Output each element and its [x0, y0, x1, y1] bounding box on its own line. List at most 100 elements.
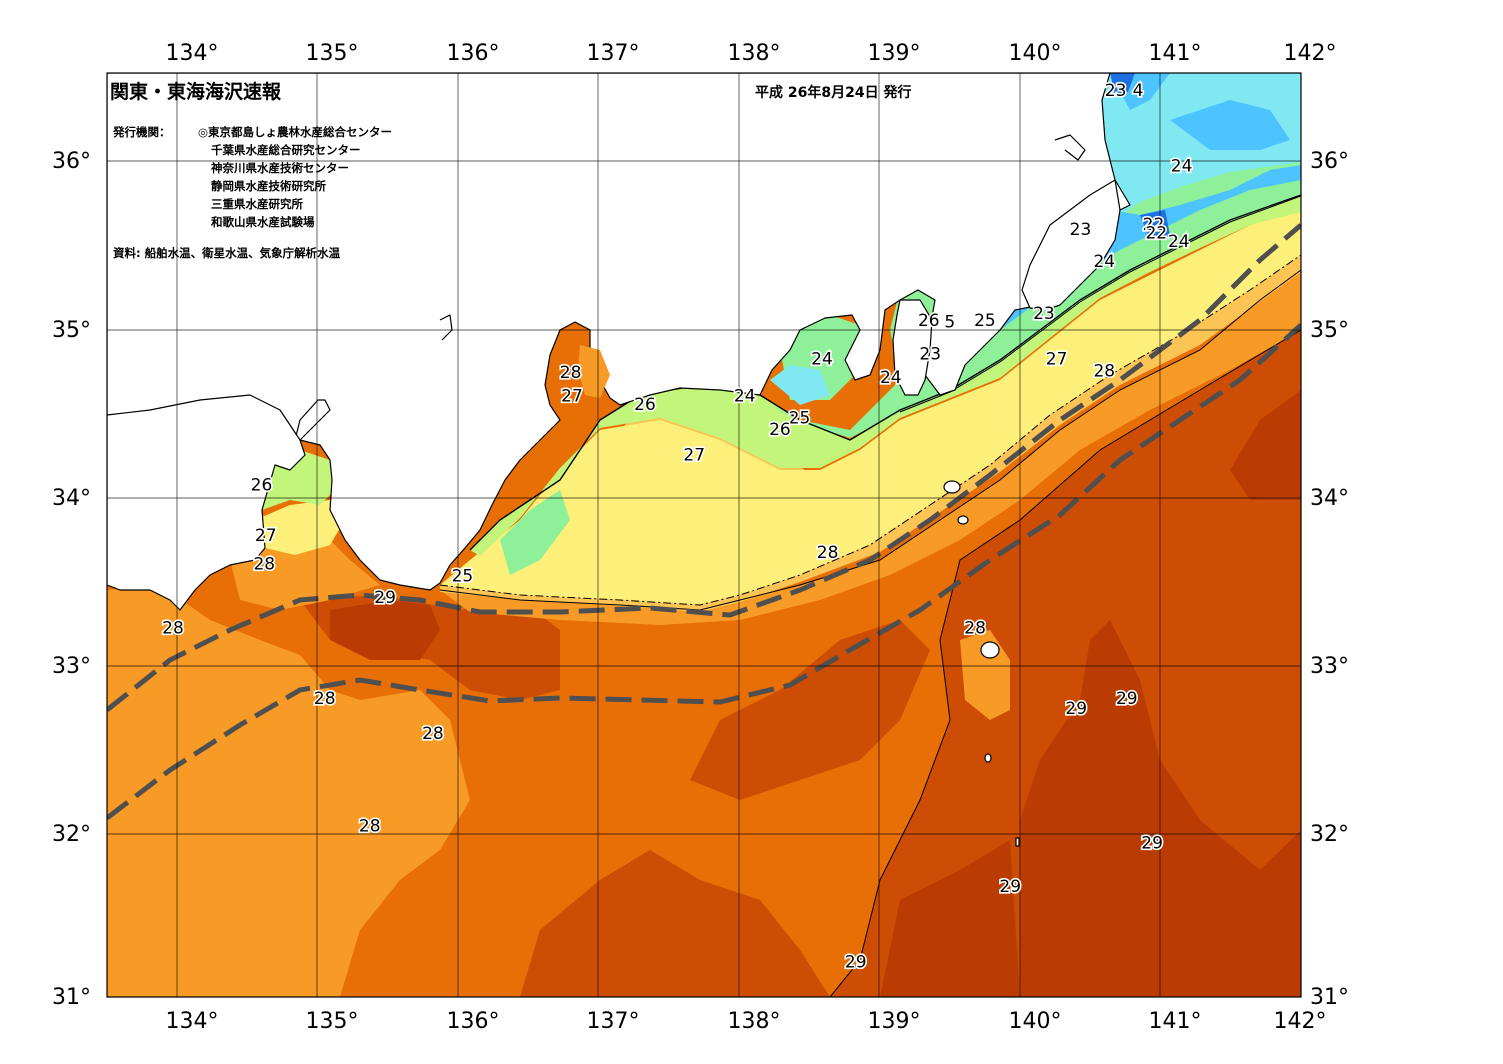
contour-label: 22: [1145, 224, 1167, 244]
lat-label-right: 35°: [1310, 318, 1349, 343]
band-29-5-south: [880, 840, 1020, 997]
lon-label-bottom: 135°: [306, 1009, 359, 1034]
lon-label-bottom: 139°: [868, 1009, 921, 1034]
lon-label-top: 137°: [587, 41, 640, 66]
land: [107, 73, 1131, 847]
band-29-central: [690, 620, 930, 800]
band-29-5-offshore: [330, 600, 440, 660]
lon-label-bottom: 140°: [1009, 1009, 1062, 1034]
contour-label: 28: [314, 689, 336, 709]
contour-label: 24: [1168, 232, 1190, 252]
contour-label: 28: [1093, 361, 1115, 381]
contour-label: 26: [769, 420, 791, 440]
lon-label-top: 138°: [728, 41, 781, 66]
contour-label: 24: [1171, 156, 1193, 176]
band-24-bay: [770, 365, 830, 405]
band-29-5-east: [1020, 620, 1301, 997]
contour-label: 27: [683, 445, 705, 465]
kuroshio-axis-north: [107, 223, 1301, 712]
contour-label: 29: [845, 953, 867, 973]
contour-label: 29: [1141, 833, 1163, 853]
issue-date: 平成 26年8月24日 発行: [755, 84, 911, 101]
isotherm-28: [439, 269, 1301, 611]
contour-label: 24: [811, 350, 833, 370]
lon-labels-top: 134° 135° 136° 137° 138° 139° 140° 141° …: [166, 41, 1337, 66]
kuroshio-axis-south: [107, 323, 1301, 820]
publisher-label: 発行機関：: [112, 125, 171, 139]
band-29-south: [520, 850, 830, 997]
lat-label-left: 33°: [52, 654, 91, 679]
lon-label-top: 142°: [1284, 41, 1337, 66]
band-27: [440, 210, 1301, 605]
lon-label-bottom: 136°: [447, 1009, 500, 1034]
contour-label: 28: [560, 363, 582, 383]
lon-label-top: 140°: [1009, 41, 1062, 66]
data-source: 資料: 船舶水温、衛星水温、気象庁解析水温: [113, 246, 341, 260]
grid: [107, 73, 1301, 997]
band-25-coast: [500, 490, 570, 575]
izu-peninsula: [892, 299, 933, 396]
contour-label: 28: [359, 817, 381, 837]
lon-label-bottom: 137°: [587, 1009, 640, 1034]
lon-label-top: 141°: [1149, 41, 1202, 66]
contour-label: 28: [964, 618, 986, 638]
contour-label: 28: [162, 618, 184, 638]
lon-label-top: 136°: [447, 41, 500, 66]
lat-label-left: 34°: [52, 486, 91, 511]
lon-label-bottom: 141°: [1149, 1009, 1202, 1034]
lat-label-left: 36°: [52, 149, 91, 174]
band-27-west: [255, 500, 345, 555]
contour-label: 29: [374, 588, 396, 608]
publisher-line: 千葉県水産総合研究センター: [211, 143, 361, 157]
lat-label-right: 31°: [1310, 985, 1349, 1010]
band-28-west: [107, 585, 470, 997]
contour-label: 25: [789, 408, 811, 428]
publisher-line: 静岡県水産技術研究所: [211, 179, 326, 193]
contour-label: 5: [944, 313, 955, 333]
contour-label: 24: [734, 387, 756, 407]
lon-label-bottom: 138°: [728, 1009, 781, 1034]
ise-bay: [578, 345, 610, 398]
contour-label: 23: [1070, 220, 1092, 240]
lat-label-right: 34°: [1310, 486, 1349, 511]
contour-label: 26: [634, 395, 656, 415]
contour-label: 4: [1133, 81, 1144, 101]
publisher-line: ◎東京都島しょ農林水産総合センター: [198, 125, 392, 139]
isotherm-26: [469, 194, 1301, 551]
lat-label-right: 32°: [1310, 822, 1349, 847]
contour-label: 27: [1046, 350, 1068, 370]
map-title: 関東・東海海沢速報: [110, 80, 282, 103]
map-frame: [106, 72, 1302, 998]
band-26: [470, 195, 1301, 556]
contour-label: 24: [880, 368, 902, 388]
lon-label-bottom: 142°: [1274, 1009, 1327, 1034]
contour-label: 29: [999, 877, 1021, 897]
lon-labels-bottom: 134° 135° 136° 137° 138° 139° 140° 141° …: [166, 1009, 1327, 1034]
hachijojima: [984, 753, 992, 763]
publisher-line: 神奈川県水産技術センター: [211, 161, 349, 175]
shikoku: [107, 394, 306, 611]
lon-label-top: 139°: [868, 41, 921, 66]
band-22-chiba: [1140, 210, 1170, 240]
aogashima: [1015, 837, 1020, 847]
contour-label: 28: [422, 724, 444, 744]
contour-label: 26: [918, 311, 940, 331]
isotherm-29: [829, 329, 1301, 997]
contour-label: 29: [1065, 699, 1087, 719]
lat-label-left: 32°: [52, 822, 91, 847]
contour-label: 28: [817, 543, 839, 563]
contour-label: 26: [251, 476, 273, 496]
lake-hamana: [439, 314, 453, 341]
lon-label-bottom: 134°: [166, 1009, 219, 1034]
contour-label: 29: [1116, 689, 1138, 709]
lat-labels-right: 36° 35° 34° 33° 32° 31°: [1310, 149, 1349, 1010]
contour-label: 27: [255, 526, 277, 546]
publisher-line: 和歌山県水産試験場: [211, 215, 315, 229]
band-29-5-far-east: [1230, 390, 1301, 500]
miyakejima: [980, 641, 1000, 659]
contour-label: 27: [561, 387, 583, 407]
izu-oshima: [943, 480, 961, 494]
niijima: [957, 515, 969, 525]
